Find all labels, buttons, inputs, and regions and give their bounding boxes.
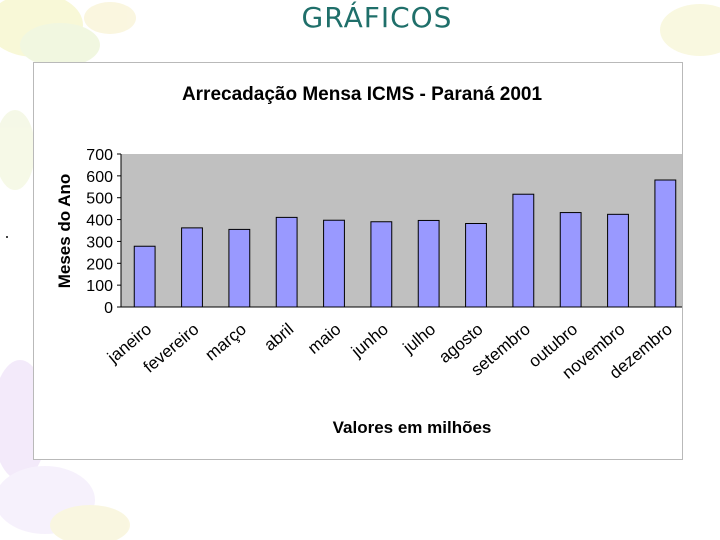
bar-abril	[275, 216, 298, 308]
chart-title: Arrecadação Mensa ICMS - Paraná 2001	[182, 84, 543, 105]
y-tick-label: 0	[104, 300, 113, 317]
y-tick-label: 400	[86, 213, 113, 230]
slide-title: GRÁFICOS	[301, 1, 453, 34]
bar-dezembro	[654, 179, 677, 308]
bar-novembro	[607, 213, 629, 308]
x-tick-label: maio	[304, 320, 344, 358]
bar-fevereiro	[181, 227, 203, 308]
y-axis-label: Meses do Ano	[55, 174, 74, 289]
x-tick-label: julho	[399, 320, 439, 358]
bullet-dot	[6, 236, 8, 238]
bar-junho	[370, 221, 393, 308]
bar-setembro	[512, 193, 535, 308]
bar-julho	[417, 219, 440, 308]
bar-janeiro	[133, 245, 156, 308]
x-tick-label: abril	[260, 320, 297, 355]
y-tick-label: 200	[86, 256, 113, 273]
bar-chart: Arrecadação Mensa ICMS - Paraná 2001 0 10…	[55, 84, 682, 437]
y-tick-label: 500	[86, 191, 113, 208]
x-tick-label: junho	[347, 320, 392, 362]
bar-maio	[323, 219, 345, 308]
chart-frame: Arrecadação Mensa ICMS - Paraná 2001 0 10…	[33, 62, 683, 460]
bar-outubro	[559, 212, 582, 308]
y-tick-label: 700	[86, 147, 113, 164]
x-axis-label: Valores em milhões	[333, 418, 492, 437]
bar-agosto	[465, 223, 487, 308]
y-tick-label: 300	[86, 234, 113, 251]
y-tick-label: 600	[86, 169, 113, 186]
x-tick-label: março	[202, 320, 250, 365]
plot-area	[121, 154, 682, 307]
y-tick-label: 100	[86, 278, 113, 295]
bar-março	[228, 228, 251, 308]
